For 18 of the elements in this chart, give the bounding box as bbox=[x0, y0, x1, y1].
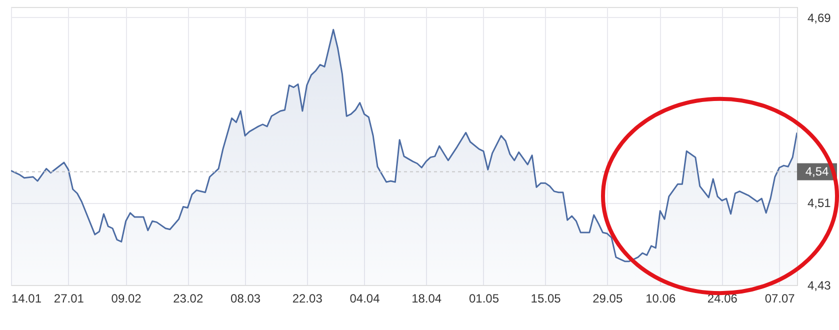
y-tick-label: 4,51 bbox=[808, 196, 832, 210]
x-tick-label: 09.02 bbox=[111, 292, 142, 306]
x-tick-label: 15.05 bbox=[530, 292, 562, 306]
x-tick-label: 04.04 bbox=[350, 292, 380, 306]
x-tick-label: 14.01 bbox=[12, 292, 42, 306]
x-tick-label: 22.03 bbox=[292, 292, 323, 306]
x-tick-label: 01.05 bbox=[468, 292, 500, 306]
y-tick-label: 4,69 bbox=[808, 10, 832, 25]
x-tick-label: 23.02 bbox=[173, 292, 204, 306]
x-tick-label: 08.03 bbox=[230, 292, 261, 306]
x-tick-label: 27.01 bbox=[54, 292, 84, 306]
x-tick-label: 10.06 bbox=[646, 292, 676, 306]
x-tick-label: 07.07 bbox=[764, 292, 796, 306]
x-tick-label: 29.05 bbox=[592, 292, 623, 306]
y-tick-label: 4,43 bbox=[808, 278, 832, 292]
x-tick-label: 24.06 bbox=[707, 292, 738, 306]
x-tick-label: 18.04 bbox=[412, 292, 442, 306]
ref-line-label: 4,54 bbox=[805, 164, 829, 179]
